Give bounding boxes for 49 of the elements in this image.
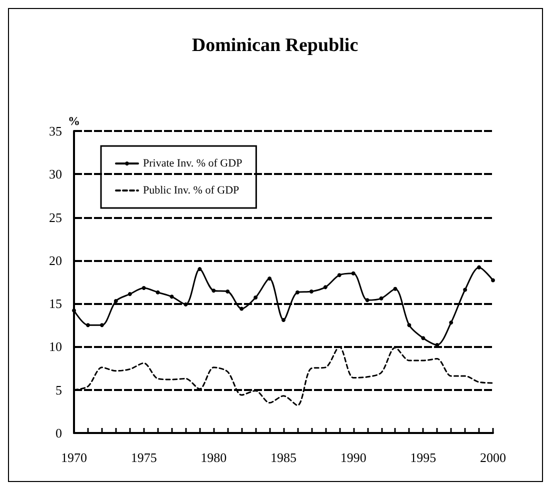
x-tick-label: 1975 [130,450,157,465]
point [184,302,188,306]
y-tick-label: 15 [49,296,62,312]
point [240,306,244,311]
point [295,290,300,294]
x-tick-label: 1985 [270,450,296,465]
point [407,323,412,328]
point [463,288,468,292]
point [212,288,216,293]
point [351,271,356,276]
legend-label: Public Inv. % of GDP [143,184,240,196]
point [170,294,174,299]
point [128,292,132,296]
y-tick-label: 5 [56,382,62,398]
point [72,308,76,312]
x-tick-label: 1995 [410,450,436,465]
point [477,265,482,270]
point [114,298,118,303]
y-tick-label: 25 [49,210,62,225]
point [86,323,90,328]
y-tick-label: 0 [56,426,62,440]
point [268,276,272,281]
point [142,286,146,290]
chart-title: Dominican Republic [192,35,358,56]
point [156,290,160,294]
x-tick-label: 1990 [340,450,366,465]
y-tick-label: 35 [49,124,62,138]
point [421,336,426,340]
y-tick-label: 10 [49,339,62,354]
point [100,323,104,328]
point [337,273,342,278]
point [198,267,202,272]
y-tick-label: 30 [49,166,62,182]
x-tick-label: 2000 [480,450,506,465]
y-axis-title: % [68,114,80,128]
point [309,289,314,294]
point [226,289,230,294]
y-tick-label: 20 [49,252,62,268]
point [393,286,398,291]
point [323,285,328,290]
x-tick-label: 1970 [61,450,87,465]
point [254,296,258,300]
point [282,318,286,322]
point [379,296,384,300]
point [365,298,370,302]
x-tick-label: 1980 [200,450,227,465]
point [491,278,495,282]
legend-label: Private Inv. % of GDP [143,158,242,170]
point [449,320,454,325]
